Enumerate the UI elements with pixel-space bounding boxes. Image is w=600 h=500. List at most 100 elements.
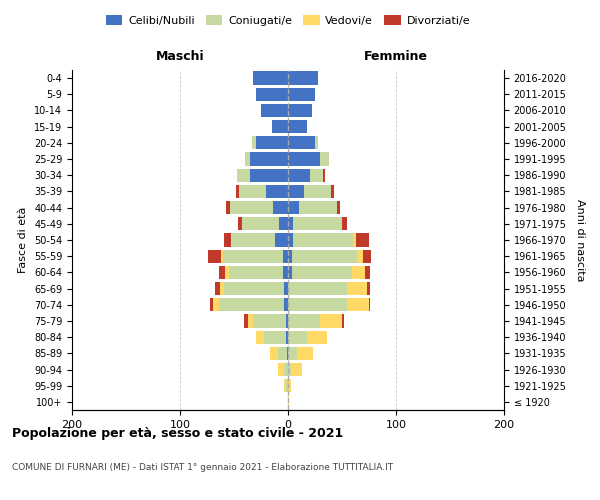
Text: Popolazione per età, sesso e stato civile - 2021: Popolazione per età, sesso e stato civil… <box>12 428 343 440</box>
Y-axis label: Fasce di età: Fasce di età <box>19 207 28 273</box>
Bar <box>347 298 369 312</box>
Bar <box>278 363 284 376</box>
Bar <box>293 234 353 246</box>
Bar <box>292 250 357 263</box>
Bar <box>221 250 223 263</box>
Bar <box>288 234 293 246</box>
Bar <box>248 314 253 328</box>
Bar <box>288 282 347 295</box>
Bar <box>232 234 275 246</box>
Bar <box>223 250 283 263</box>
Bar <box>210 298 214 312</box>
Bar <box>224 282 284 295</box>
Bar <box>284 379 286 392</box>
Bar <box>293 217 342 230</box>
Bar <box>288 201 299 214</box>
Bar <box>356 234 369 246</box>
Bar <box>288 314 320 328</box>
Bar <box>342 217 347 230</box>
Y-axis label: Anni di nascita: Anni di nascita <box>575 198 585 281</box>
Bar <box>288 396 289 408</box>
Bar <box>320 152 329 166</box>
Bar <box>283 250 288 263</box>
Bar <box>288 363 291 376</box>
Bar <box>214 298 219 312</box>
Bar <box>342 314 344 328</box>
Bar <box>238 217 242 230</box>
Bar <box>331 185 334 198</box>
Bar <box>245 152 250 166</box>
Bar <box>362 250 371 263</box>
Bar <box>288 72 318 85</box>
Bar <box>288 185 304 198</box>
Bar <box>315 136 318 149</box>
Bar <box>250 168 288 182</box>
Bar <box>208 250 221 263</box>
Bar <box>284 282 288 295</box>
Bar <box>367 282 370 295</box>
Bar <box>253 72 288 85</box>
Text: COMUNE DI FURNARI (ME) - Dati ISTAT 1° gennaio 2021 - Elaborazione TUTTITALIA.IT: COMUNE DI FURNARI (ME) - Dati ISTAT 1° g… <box>12 462 393 471</box>
Bar <box>288 330 307 344</box>
Bar <box>226 266 229 279</box>
Bar <box>256 330 264 344</box>
Bar <box>269 346 278 360</box>
Bar <box>337 201 340 214</box>
Bar <box>288 250 292 263</box>
Bar <box>286 330 288 344</box>
Bar <box>226 201 230 214</box>
Bar <box>220 282 224 295</box>
Bar <box>296 346 313 360</box>
Bar <box>272 120 288 134</box>
Bar <box>253 136 256 149</box>
Bar <box>299 201 337 214</box>
Bar <box>266 185 288 198</box>
Bar <box>253 314 286 328</box>
Bar <box>304 185 331 198</box>
Bar <box>264 330 286 344</box>
Bar <box>353 234 356 246</box>
Bar <box>286 314 288 328</box>
Bar <box>288 168 310 182</box>
Legend: Celibi/Nubili, Coniugati/e, Vedovi/e, Divorziati/e: Celibi/Nubili, Coniugati/e, Vedovi/e, Di… <box>101 10 475 30</box>
Bar <box>347 282 367 295</box>
Bar <box>280 217 288 230</box>
Bar <box>284 298 288 312</box>
Bar <box>256 136 288 149</box>
Bar <box>237 168 250 182</box>
Bar <box>307 330 327 344</box>
Bar <box>288 120 307 134</box>
Bar <box>215 282 220 295</box>
Bar <box>288 88 315 101</box>
Bar <box>284 363 288 376</box>
Bar <box>310 168 323 182</box>
Bar <box>224 234 231 246</box>
Bar <box>357 250 362 263</box>
Bar <box>323 168 325 182</box>
Bar <box>365 266 370 279</box>
Bar <box>288 152 320 166</box>
Bar <box>288 298 347 312</box>
Bar <box>219 298 284 312</box>
Bar <box>288 104 312 117</box>
Bar <box>283 266 288 279</box>
Bar <box>229 266 283 279</box>
Bar <box>288 136 315 149</box>
Text: Femmine: Femmine <box>364 50 428 63</box>
Bar <box>239 185 266 198</box>
Bar <box>288 346 296 360</box>
Text: Maschi: Maschi <box>155 50 205 63</box>
Bar <box>288 266 292 279</box>
Bar <box>250 152 288 166</box>
Bar <box>236 185 239 198</box>
Bar <box>320 314 342 328</box>
Bar <box>256 88 288 101</box>
Bar <box>287 346 288 360</box>
Bar <box>278 346 287 360</box>
Bar <box>230 201 273 214</box>
Bar <box>219 266 226 279</box>
Bar <box>352 266 365 279</box>
Bar <box>275 234 288 246</box>
Bar <box>288 379 291 392</box>
Bar <box>288 217 293 230</box>
